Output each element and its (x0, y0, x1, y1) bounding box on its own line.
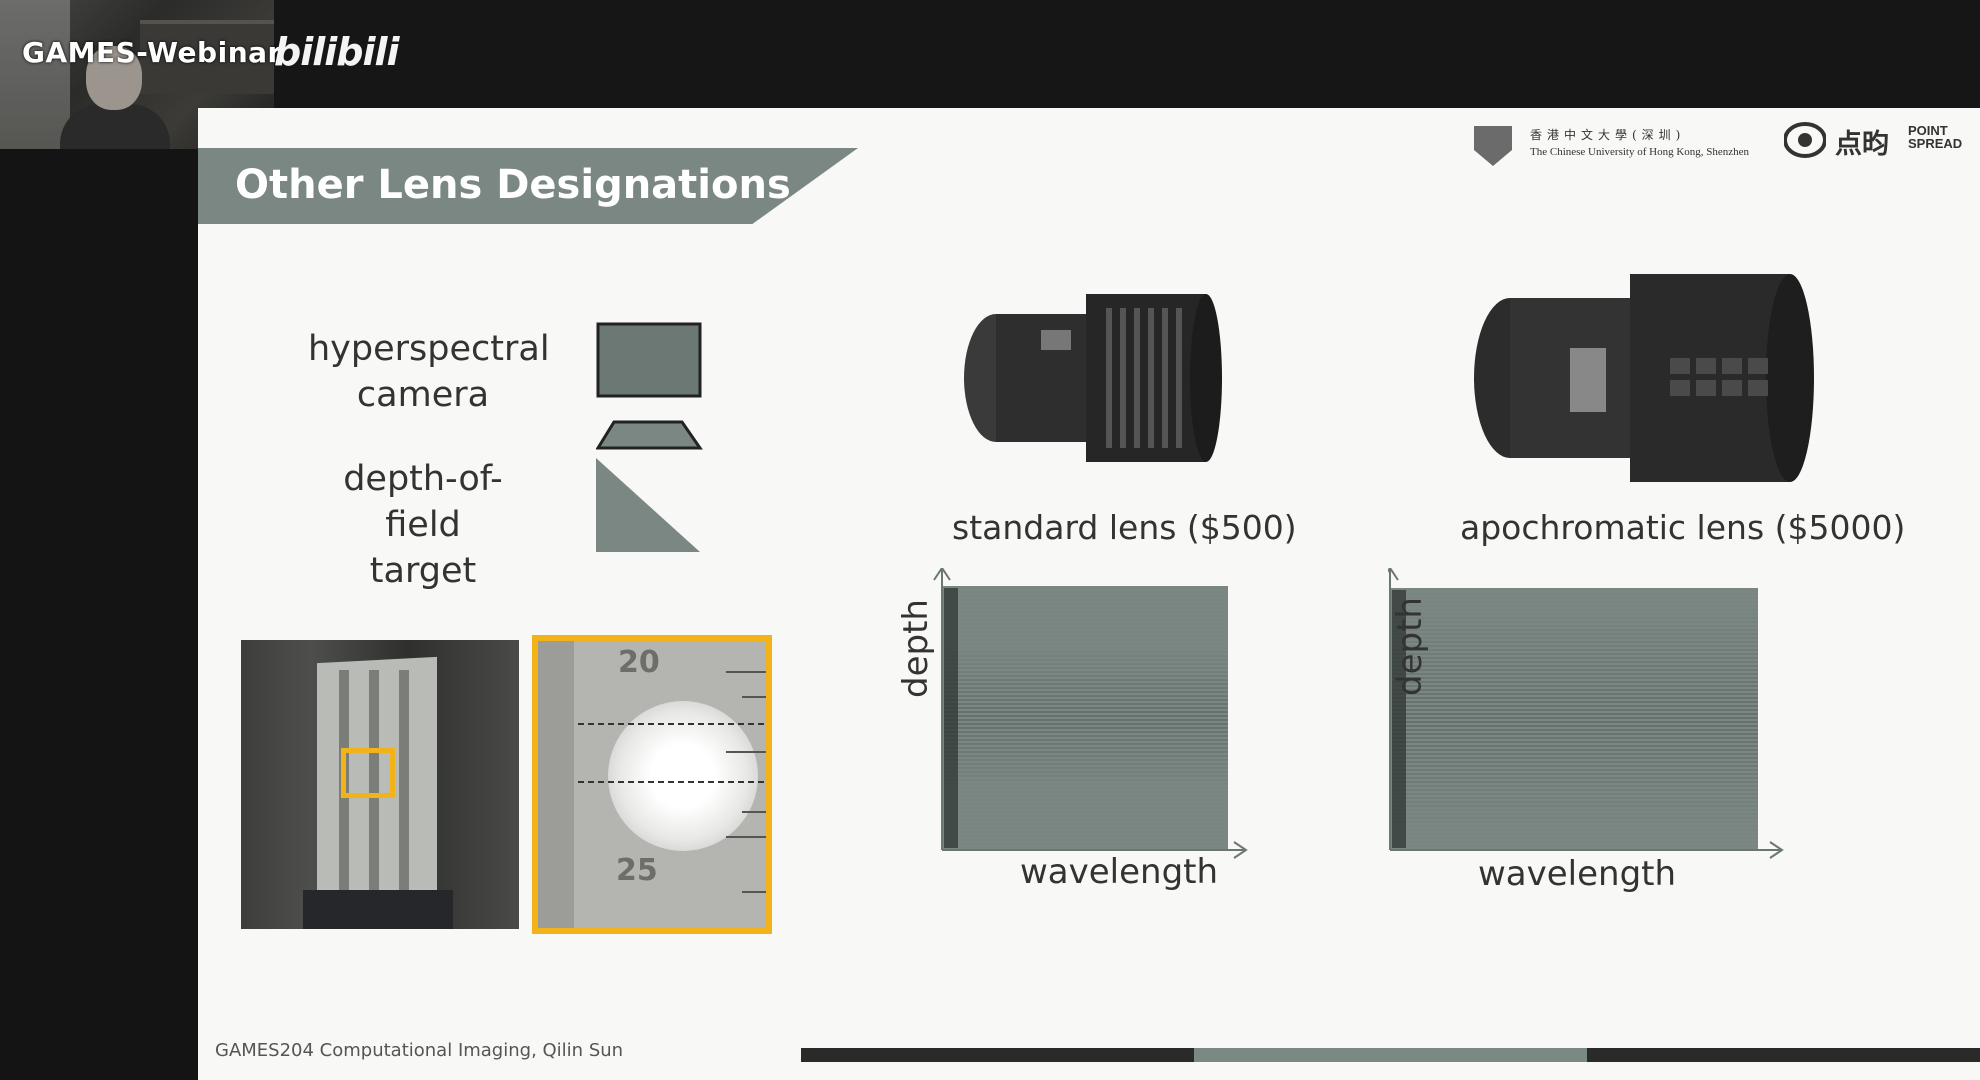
slide-progress-segment (1194, 1048, 1587, 1062)
point-spread-english: POINT SPREAD (1908, 124, 1962, 150)
apochromatic-lens-image (1474, 274, 1814, 482)
legend-camera-line1: hyperspectral (308, 329, 550, 369)
apochromatic-lens-label: apochromatic lens ($5000) (1460, 508, 1906, 547)
std-ylabel: depth (896, 599, 936, 698)
left-strip (0, 149, 198, 1080)
slide-progress-bar (801, 1048, 1980, 1062)
legend-target-line2: target (369, 551, 477, 591)
standard-lens-plot (933, 568, 1248, 859)
point-spread-chinese: 点昀 (1835, 129, 1889, 160)
bilibili-logo: bilibili (274, 30, 400, 74)
point-spread-word-1: POINT (1908, 123, 1948, 138)
highlight-box (341, 748, 395, 798)
setup-photo (241, 640, 519, 929)
slide: Other Lens Designations 香港中文大學(深圳) The C… (198, 108, 1980, 1080)
cuhk-crest-icon (1474, 126, 1512, 166)
zoom-photo: 20 25 (532, 635, 772, 934)
point-spread-eye-icon (1784, 122, 1826, 158)
ruler-number-bottom: 25 (616, 853, 658, 888)
slide-footer: GAMES204 Computational Imaging, Qilin Su… (215, 1040, 624, 1061)
standard-lens-label: standard lens ($500) (952, 508, 1297, 547)
slide-title: Other Lens Designations (235, 162, 791, 208)
legend-camera-text: hyperspectral camera (308, 326, 550, 418)
webcam-feed (0, 0, 274, 149)
legend-camera-line2: camera (356, 375, 490, 415)
title-banner (198, 148, 858, 224)
camera-icon (596, 322, 703, 450)
stream-top-bar (0, 0, 1980, 108)
standard-lens-image (964, 294, 1222, 462)
ruler-number-top: 20 (618, 645, 660, 680)
cuhk-logo: 香港中文大學(深圳) The Chinese University of Hon… (1474, 126, 1980, 166)
target-icon (596, 458, 700, 552)
std-xlabel: wavelength (1020, 852, 1219, 892)
apo-xlabel: wavelength (1478, 854, 1677, 894)
webcam-label: GAMES-Webinar (22, 36, 282, 69)
legend-target-text: depth-of-field target (308, 456, 538, 594)
cuhk-english-name: The Chinese University of Hong Kong, She… (1530, 146, 1750, 158)
apo-ylabel: depth (1390, 597, 1430, 696)
legend-target-line1: depth-of-field (343, 459, 503, 545)
point-spread-word-2: SPREAD (1908, 136, 1963, 151)
cuhk-chinese-name: 香港中文大學(深圳) (1530, 128, 1686, 142)
apochromatic-lens-plot (1388, 568, 1784, 859)
